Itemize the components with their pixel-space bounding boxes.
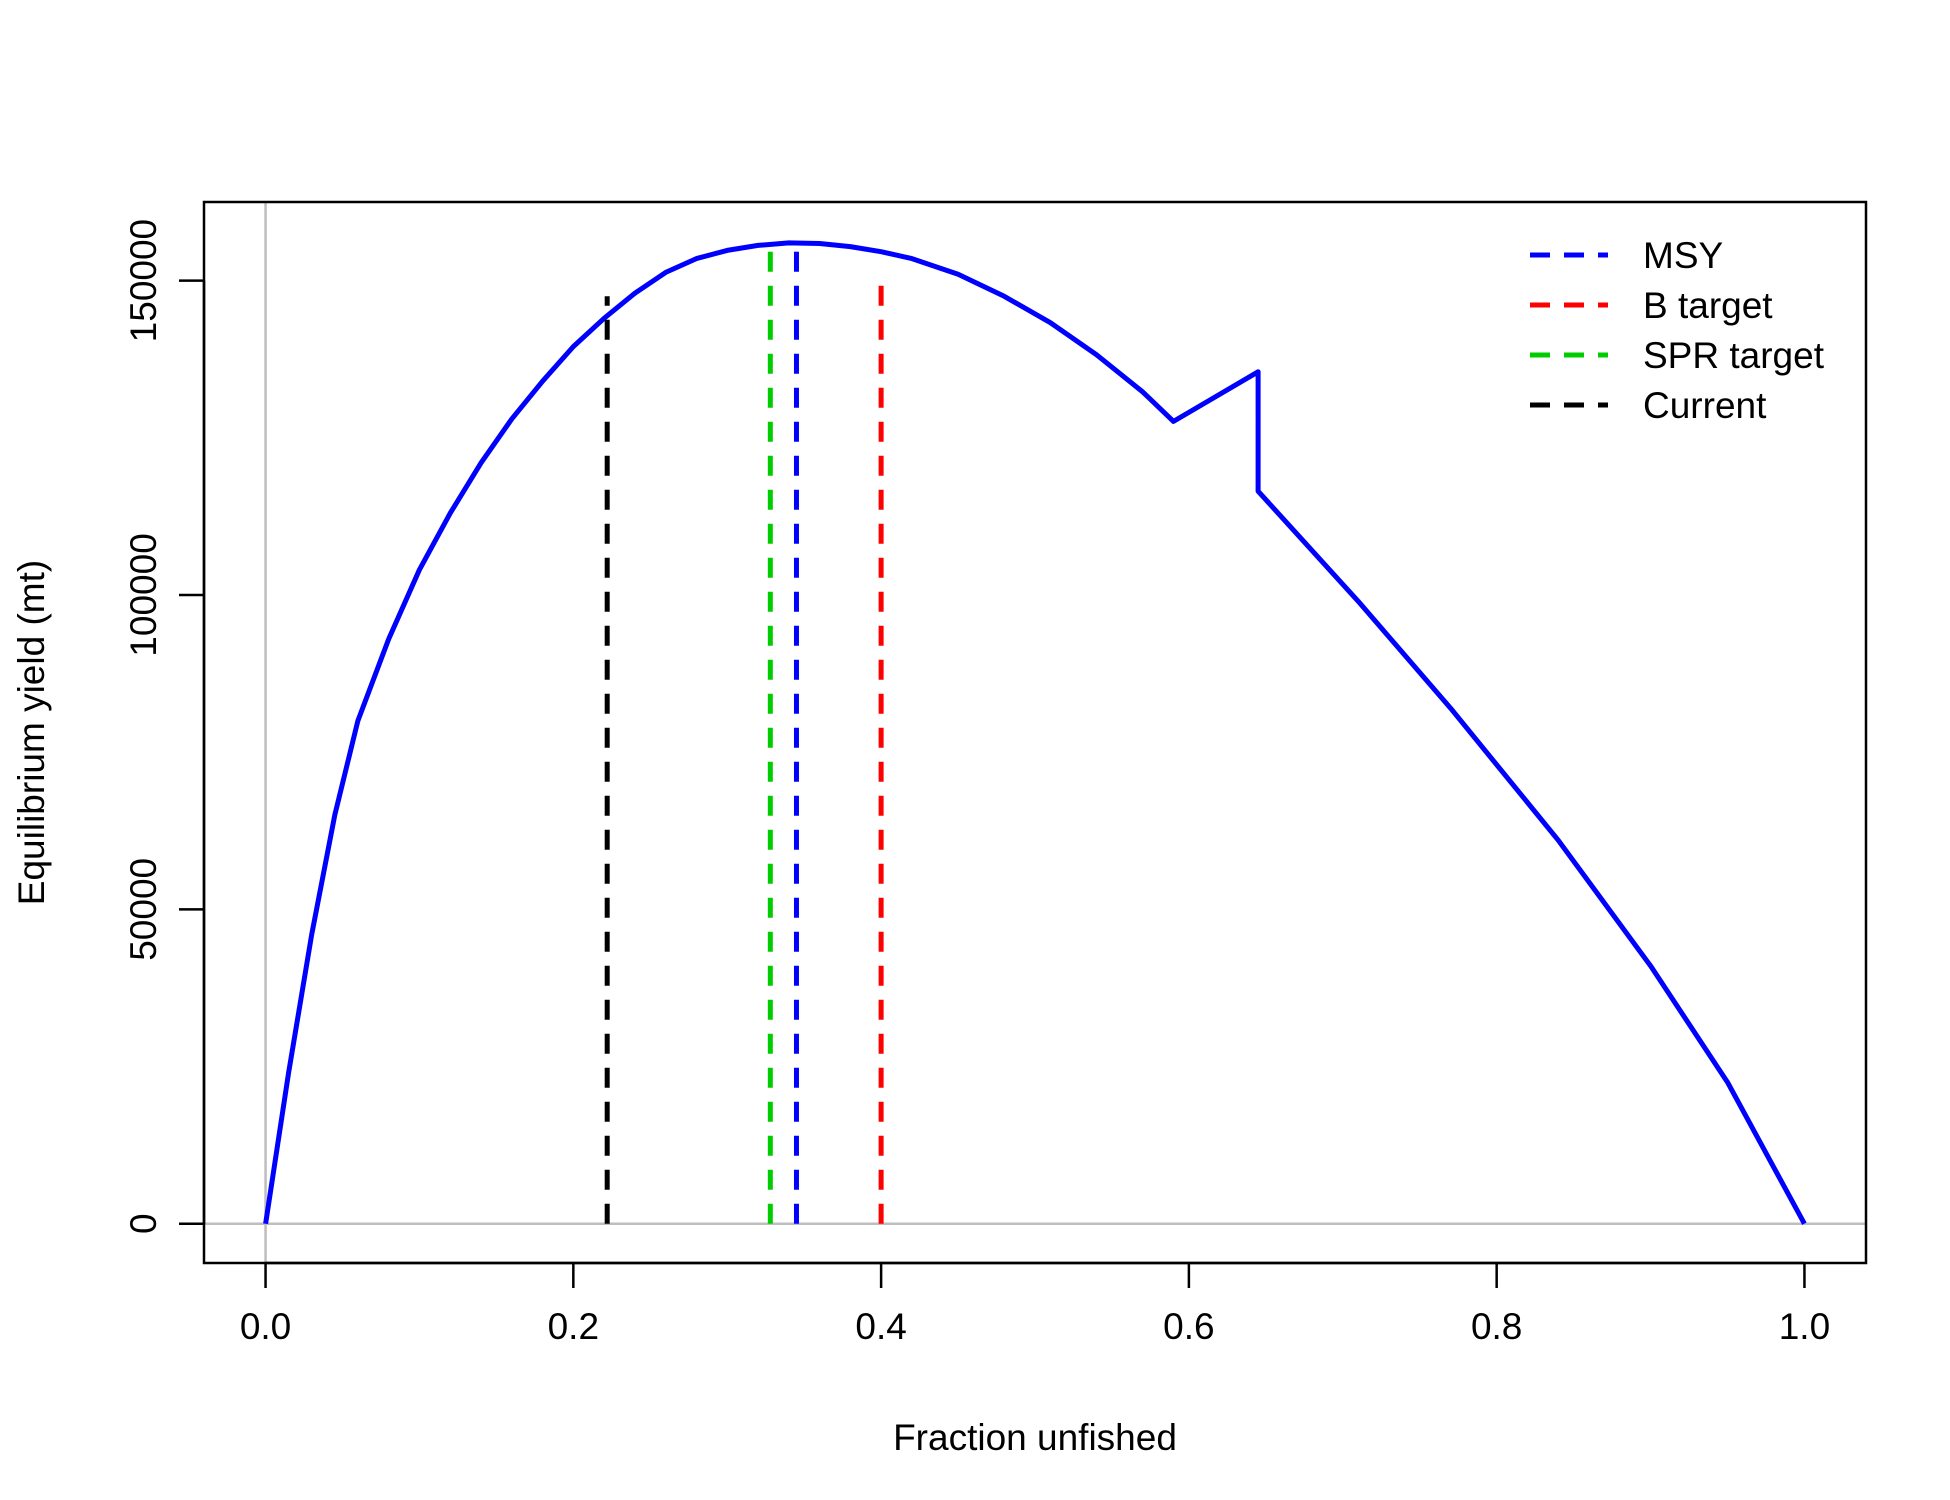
y-tick-label: 100000 [123,533,164,656]
x-tick-label: 0.6 [1163,1306,1214,1347]
legend-label-msy: MSY [1643,235,1723,276]
x-tick-label: 0.0 [240,1306,291,1347]
x-tick-label: 0.4 [855,1306,906,1347]
legend-label-b-target: B target [1643,285,1773,326]
legend-label-current: Current [1643,385,1767,426]
y-tick-label: 0 [123,1213,164,1234]
plot-frame [202,200,1868,1265]
x-tick-label: 0.2 [548,1306,599,1347]
yield-curve-layer [263,240,1807,1225]
x-axis-title: Fraction unfished [893,1417,1177,1458]
x-tick-label: 1.0 [1779,1306,1830,1347]
reference-point-lines [604,243,884,1224]
y-tick-label: 50000 [123,858,164,961]
equilibrium-yield-curve [263,240,1807,1225]
y-axis: 0 50000 100000 150000 [123,219,206,1234]
x-axis: 0.0 0.2 0.4 0.6 0.8 1.0 [240,1261,1830,1347]
y-tick-label: 150000 [123,219,164,342]
reference-lines [204,202,1866,1263]
y-axis-title: Equilibrium yield (mt) [11,560,52,905]
x-tick-label: 0.8 [1471,1306,1522,1347]
legend-label-spr-target: SPR target [1643,335,1825,376]
legend: MSY B target SPR target Current [1530,235,1825,426]
